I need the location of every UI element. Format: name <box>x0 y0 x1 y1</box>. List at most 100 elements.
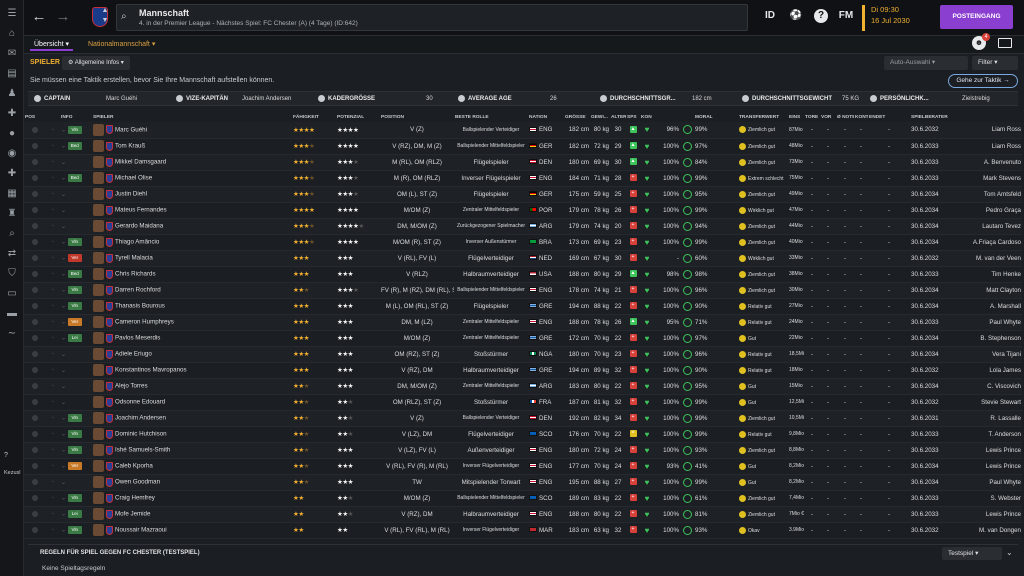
pos-cell[interactable] <box>24 218 46 235</box>
player-cell[interactable]: Mateus Fernandes <box>92 202 292 219</box>
player-name[interactable]: Tom Krauß <box>115 142 146 150</box>
player-name[interactable]: Alejo Torres <box>115 382 148 390</box>
screen-icon[interactable] <box>998 38 1012 48</box>
player-cell[interactable]: Caleb Kporha <box>92 458 292 475</box>
select-dot-icon[interactable] <box>32 414 38 421</box>
player-name[interactable]: Justin Diehl <box>115 190 147 198</box>
select-dot-icon[interactable] <box>32 478 38 485</box>
clipboard-icon[interactable]: ▤ <box>7 68 17 79</box>
player-cell[interactable]: Alejo Torres <box>92 378 292 395</box>
ball-icon[interactable]: ⚽ <box>789 10 803 21</box>
finances-icon[interactable]: ▭ <box>7 288 17 299</box>
inbox-icon[interactable]: ✉ <box>7 48 17 59</box>
table-row[interactable]: - ⌄ Ver Caleb Kporha ★★★ ★★★ V (RL), FV (R), … <box>24 458 1022 475</box>
player-cell[interactable]: Darren Rochford <box>92 282 292 299</box>
chevron-down-icon[interactable]: ⌄ <box>61 159 67 166</box>
column-header[interactable]: GEWI... <box>591 114 608 120</box>
column-header[interactable]: INFO <box>61 114 73 120</box>
table-row[interactable]: - ⌄ Justin Diehl ★★★★ ★★★★ OM (L), ST (Z) Flü… <box>24 186 1022 203</box>
vice-name[interactable]: Joachim Andersen <box>242 96 292 102</box>
select-dot-icon[interactable] <box>32 270 38 277</box>
table-row[interactable]: - ⌄ Mikkel Damsgaard ★★★★ ★★★★ M (RL), OM (R… <box>24 154 1022 171</box>
player-name[interactable]: Thiago Amâncio <box>115 238 160 246</box>
staff-icon[interactable]: ● <box>8 128 16 139</box>
player-name[interactable]: Pavlos Meserdis <box>115 334 161 342</box>
menu-icon[interactable]: ☰ <box>7 8 17 19</box>
pos-cell[interactable] <box>24 410 46 427</box>
pos-cell[interactable] <box>24 362 46 379</box>
competition-icon[interactable]: ♜ <box>7 208 17 219</box>
column-header[interactable]: TRANSFERWERT <box>739 114 780 120</box>
column-header[interactable]: ENDET <box>869 114 886 120</box>
select-dot-icon[interactable] <box>32 302 38 309</box>
squad-icon[interactable]: ♟ <box>7 88 17 99</box>
select-dot-icon[interactable] <box>32 446 38 453</box>
player-cell[interactable]: Thiago Amâncio <box>92 234 292 251</box>
chevron-down-icon[interactable]: ⌄ <box>61 239 67 246</box>
table-row[interactable]: - ⌄ Vln Thiago Amâncio ★★★★ ★★★★ M/OM (R), ST… <box>24 234 1022 251</box>
table-row[interactable]: - ⌄ Adiele Eriugo ★★★ ★★★ OM (RZ), ST (Z) Sto… <box>24 346 1022 363</box>
view-dropdown[interactable]: ⚙ Allgemeine Infos ▾ <box>62 56 130 70</box>
player-cell[interactable]: Odsonne Edouard <box>92 394 292 411</box>
column-header[interactable]: MORAL <box>695 114 713 120</box>
table-row[interactable]: - ⌄ Vln Marc Guéhi ★★★★ ★★★★ V (Z) Ballspielen… <box>24 122 1022 139</box>
player-name[interactable]: Caleb Kporha <box>115 462 153 470</box>
table-row[interactable]: - ⌄ Odsonne Edouard ★★★ ★★★ OM (RLZ), ST (Z)… <box>24 394 1022 411</box>
player-name[interactable]: Ishé Samuels-Smith <box>115 446 171 454</box>
player-cell[interactable]: Gerardo Maidana <box>92 218 292 235</box>
player-name[interactable]: Dominic Hutchison <box>115 430 167 438</box>
pos-cell[interactable] <box>24 442 46 459</box>
chevron-down-icon[interactable]: ⌄ <box>61 415 67 422</box>
chevron-down-icon[interactable]: ⌄ <box>61 447 67 454</box>
table-row[interactable]: - ⌄ Vln Ishé Samuels-Smith ★★★ ★★★ V (LZ), FV… <box>24 442 1022 459</box>
medical-icon[interactable]: ✚ <box>7 168 17 179</box>
column-header[interactable]: KONT <box>855 114 868 120</box>
match-type-dropdown[interactable]: Testspiel ▾ <box>942 547 1002 560</box>
column-header[interactable]: VOR <box>821 114 832 120</box>
pos-cell[interactable] <box>24 394 46 411</box>
player-name[interactable]: Joachim Andersen <box>115 414 166 422</box>
select-dot-icon[interactable] <box>32 462 38 469</box>
select-dot-icon[interactable] <box>32 126 38 133</box>
player-cell[interactable]: Adiele Eriugo <box>92 346 292 363</box>
column-header[interactable]: NATION <box>529 114 548 120</box>
stats-icon[interactable]: ∼ <box>7 328 17 339</box>
player-name[interactable]: Adiele Eriugo <box>115 350 152 358</box>
pos-cell[interactable] <box>24 490 46 507</box>
pos-cell[interactable] <box>24 170 46 187</box>
column-header[interactable]: SPIELER <box>93 114 114 120</box>
column-header[interactable]: POTENZIAL <box>337 114 365 120</box>
tab-national[interactable]: Nationalmannschaft ▾ <box>88 41 156 48</box>
table-row[interactable]: - ⌄ Vln Noussair Mazraoui ★★ ★★ V (RL), FV (R… <box>24 522 1022 539</box>
chevron-down-icon[interactable]: ⌄ <box>61 399 67 406</box>
player-name[interactable]: Odsonne Edouard <box>115 398 166 406</box>
scouting-icon[interactable]: ⌕ <box>9 228 15 239</box>
player-cell[interactable]: Mofe Jemide <box>92 506 292 523</box>
select-dot-icon[interactable] <box>32 286 38 293</box>
player-name[interactable]: Owen Goodman <box>115 478 161 486</box>
column-header[interactable]: BESTE ROLLE <box>455 114 489 120</box>
column-header[interactable]: EINS <box>789 114 801 120</box>
pos-cell[interactable] <box>24 314 46 331</box>
table-row[interactable]: - ⌄ Bed Michael Olise ★★★★ ★★★★ M (R), OM (RL… <box>24 170 1022 187</box>
select-dot-icon[interactable] <box>32 510 38 517</box>
column-header[interactable]: Ø NOTE <box>837 114 854 120</box>
pos-cell[interactable] <box>24 458 46 475</box>
table-row[interactable]: - ⌄ Bed Chris Richards ★★★ ★★★ V (RLZ) Halbrau… <box>24 266 1022 283</box>
select-dot-icon[interactable] <box>32 430 38 437</box>
select-dot-icon[interactable] <box>32 494 38 501</box>
select-dot-icon[interactable] <box>32 526 38 533</box>
tab-overview[interactable]: Übersicht ▾ <box>30 39 74 51</box>
column-header[interactable]: GRÖSSE <box>565 114 586 120</box>
player-name[interactable]: Konstantinos Mavropanos <box>115 366 187 374</box>
column-header[interactable]: POSITION <box>381 114 404 120</box>
chevron-down-icon[interactable]: ⌄ <box>61 255 67 262</box>
help-icon[interactable]: ? <box>4 452 8 459</box>
pos-cell[interactable] <box>24 378 46 395</box>
home-icon[interactable]: ⌂ <box>8 28 16 39</box>
pos-cell[interactable] <box>24 138 46 155</box>
column-header[interactable] <box>654 112 680 122</box>
fm-button[interactable]: FM <box>838 10 854 21</box>
pos-cell[interactable] <box>24 522 46 539</box>
chevron-updown-icon[interactable]: ▲ ▼ <box>101 7 109 24</box>
